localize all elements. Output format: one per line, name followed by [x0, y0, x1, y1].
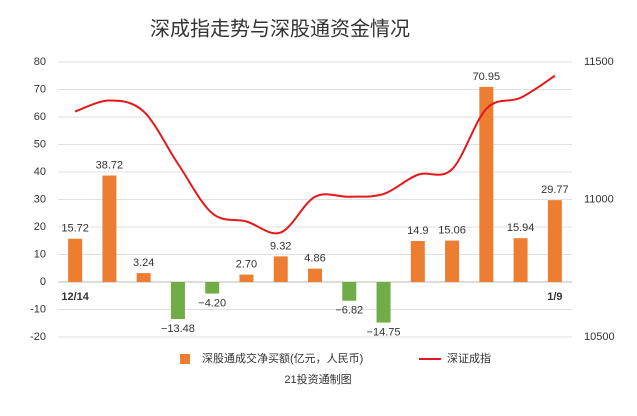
data-label: 9.32	[270, 240, 291, 252]
data-label: 4.86	[304, 253, 325, 265]
y-tick-label: -10	[30, 303, 46, 315]
legend-label: 深证成指	[447, 351, 491, 365]
y-tick-label: -20	[30, 331, 46, 343]
y-tick-label: 20	[34, 221, 46, 233]
y-tick-label: 80	[34, 56, 46, 68]
data-label: −6.82	[335, 305, 363, 317]
chart-title: 深成指走势与深股通资金情况	[150, 17, 410, 40]
bar	[136, 273, 151, 282]
x-tick-label: 12/14	[61, 291, 89, 303]
bar	[239, 274, 254, 282]
y-tick-label: 0	[40, 276, 46, 288]
y-tick-label: 50	[34, 138, 46, 150]
y2-tick-label: 11000	[584, 193, 614, 205]
bar	[479, 86, 494, 282]
y-tick-label: 60	[34, 111, 46, 123]
data-label: 15.06	[438, 224, 466, 236]
legend-swatch	[180, 354, 190, 364]
data-label: −13.48	[161, 323, 195, 335]
bar	[68, 238, 83, 282]
data-label: 2.70	[236, 258, 257, 270]
data-label: 3.24	[133, 257, 154, 269]
source: 21投资通制图	[284, 372, 351, 386]
bar	[410, 241, 425, 282]
data-label: −4.20	[198, 297, 226, 309]
data-label: 15.94	[507, 222, 535, 234]
bar	[445, 240, 460, 282]
bar	[170, 282, 185, 320]
bar	[308, 268, 322, 282]
bar	[102, 175, 117, 282]
data-label: 15.72	[61, 223, 89, 235]
y-tick-label: 70	[34, 83, 46, 95]
y-tick-label: 10	[34, 248, 46, 260]
bar	[273, 256, 288, 282]
bar	[342, 282, 357, 301]
x-tick-label: 1/9	[547, 291, 562, 303]
bar	[547, 200, 562, 282]
bar	[205, 282, 220, 294]
data-label: 29.77	[541, 184, 569, 196]
y2-tick-label: 10500	[584, 331, 615, 343]
data-label: 38.72	[96, 159, 124, 171]
bar	[513, 238, 528, 282]
data-label: −14.75	[367, 326, 401, 338]
line	[74, 74, 556, 235]
y2-tick-label: 11500	[584, 56, 614, 68]
data-label: 14.9	[407, 225, 428, 237]
y-tick-label: 30	[34, 193, 46, 205]
data-label: 70.95	[473, 71, 501, 83]
bar	[376, 282, 391, 323]
legend-label: 深股通成交净买额(亿元，人民币)	[202, 351, 363, 365]
y-tick-label: 40	[34, 166, 46, 178]
